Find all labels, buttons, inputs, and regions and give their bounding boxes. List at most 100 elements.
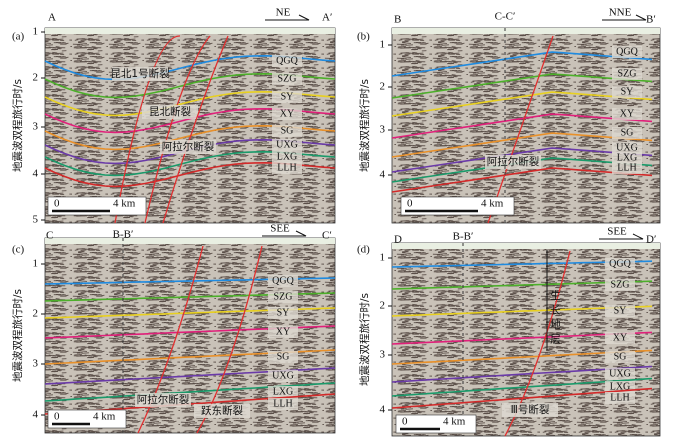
y-tick-label: 3 xyxy=(380,349,386,361)
y-axis-title: 地震波双程旅行时/s xyxy=(11,79,24,172)
panel-label: (d) xyxy=(357,244,370,256)
label-bg xyxy=(268,386,298,398)
label-bg xyxy=(272,162,302,174)
label-bg xyxy=(112,67,168,81)
label-bg xyxy=(605,368,635,380)
horizon-label: SG xyxy=(281,125,294,136)
horizon-label: QGQ xyxy=(616,46,638,57)
y-tick-label: 1 xyxy=(33,258,39,270)
fault xyxy=(162,35,229,224)
section-mark: B-B′ xyxy=(113,229,134,241)
scale-start: 0 xyxy=(54,411,60,423)
y-tick-label: 1 xyxy=(380,252,386,264)
y-tick-label: 4 xyxy=(380,169,386,181)
horizon-label: LXG xyxy=(610,381,631,392)
left-end: D xyxy=(394,234,402,246)
horizon-label: SG xyxy=(277,351,290,362)
y-tick-label: 4 xyxy=(33,168,39,180)
horizon-label: SZG xyxy=(618,68,637,79)
y-tick-label: 2 xyxy=(33,72,39,84)
horizon xyxy=(391,167,653,193)
y-tick-label: 2 xyxy=(380,300,386,312)
label-bg xyxy=(272,139,302,151)
label-bg xyxy=(485,155,541,169)
scale-end: 4 km xyxy=(93,411,116,423)
scale-end: 4 km xyxy=(481,198,504,210)
horizon-label: SY xyxy=(277,307,290,318)
label-bg xyxy=(605,258,635,270)
direction-arrow xyxy=(262,230,307,237)
horizon xyxy=(391,387,653,409)
label-bg xyxy=(268,307,298,319)
horizon-label: XY xyxy=(613,332,627,343)
left-end: A xyxy=(48,12,56,24)
seismic-section xyxy=(391,27,661,224)
direction-arrow xyxy=(602,14,647,21)
scale-start: 0 xyxy=(54,198,60,210)
horizon-label: UXG xyxy=(609,368,631,379)
horizon xyxy=(391,147,653,173)
horizon-label: SG xyxy=(621,127,634,138)
horizon-label: XY xyxy=(620,108,634,119)
fault xyxy=(144,35,211,224)
horizon-label: SZG xyxy=(274,291,293,302)
horizon-label: SZG xyxy=(278,73,297,84)
horizon-label: QGQ xyxy=(272,275,294,286)
direction: NE xyxy=(276,7,291,19)
fault xyxy=(114,35,181,224)
water-top xyxy=(392,243,660,249)
horizon xyxy=(391,73,653,99)
fault-label: 阿拉尔断裂 xyxy=(162,140,215,153)
horizon-label: UXG xyxy=(276,139,298,150)
label-bg xyxy=(160,140,216,154)
horizon-label: LLH xyxy=(277,162,296,173)
label-bg xyxy=(268,326,298,338)
label-bg xyxy=(612,108,642,120)
y-tick-label: 1 xyxy=(380,39,386,51)
panel-label: (a) xyxy=(12,31,25,43)
horizon-label: LLH xyxy=(273,398,292,409)
y-tick-label: 4 xyxy=(33,409,39,421)
scale-start: 0 xyxy=(407,198,413,210)
label-bg xyxy=(268,398,298,410)
left-end: C xyxy=(46,230,53,242)
horizon-label: XY xyxy=(280,108,294,119)
label-bg xyxy=(612,86,642,98)
horizon-label: SG xyxy=(614,351,627,362)
right-end: A′ xyxy=(322,12,332,24)
y-tick-label: 2 xyxy=(33,308,39,320)
fault-label: Ⅲ号断裂 xyxy=(511,403,550,416)
label-bg xyxy=(272,151,302,163)
right-end: D′ xyxy=(646,234,656,246)
fault-label: 昆北1号断裂 xyxy=(110,67,170,80)
horizon xyxy=(391,91,653,117)
horizon-label: LXG xyxy=(273,386,294,397)
horizon-label: UXG xyxy=(616,142,638,153)
label-bg xyxy=(605,332,635,344)
y-tick-label: 3 xyxy=(33,358,39,370)
direction: SEE xyxy=(270,223,290,235)
label-bg xyxy=(502,403,558,417)
y-axis-title: 地震波双程旅行时/s xyxy=(358,293,371,386)
right-end: C′ xyxy=(322,230,332,242)
label-bg xyxy=(268,370,298,382)
label-bg xyxy=(605,279,635,291)
horizon-label: UXG xyxy=(272,370,294,381)
horizon-label: XY xyxy=(276,326,290,337)
label-bg xyxy=(194,404,250,418)
horizon-label: LXG xyxy=(617,152,638,163)
label-bg xyxy=(268,351,298,363)
horizon-label: LLH xyxy=(617,162,636,173)
label-bg xyxy=(612,162,642,174)
horizon-label: LXG xyxy=(277,151,298,162)
fault-label: 昆北断裂 xyxy=(149,105,191,118)
water-top xyxy=(392,28,660,34)
scale-end: 4 km xyxy=(443,416,466,428)
label-bg xyxy=(612,142,642,154)
label-bg xyxy=(268,291,298,303)
water-top xyxy=(45,238,335,244)
horizon-label: SY xyxy=(621,86,634,97)
direction: SEE xyxy=(607,226,627,238)
label-bg xyxy=(272,55,302,67)
